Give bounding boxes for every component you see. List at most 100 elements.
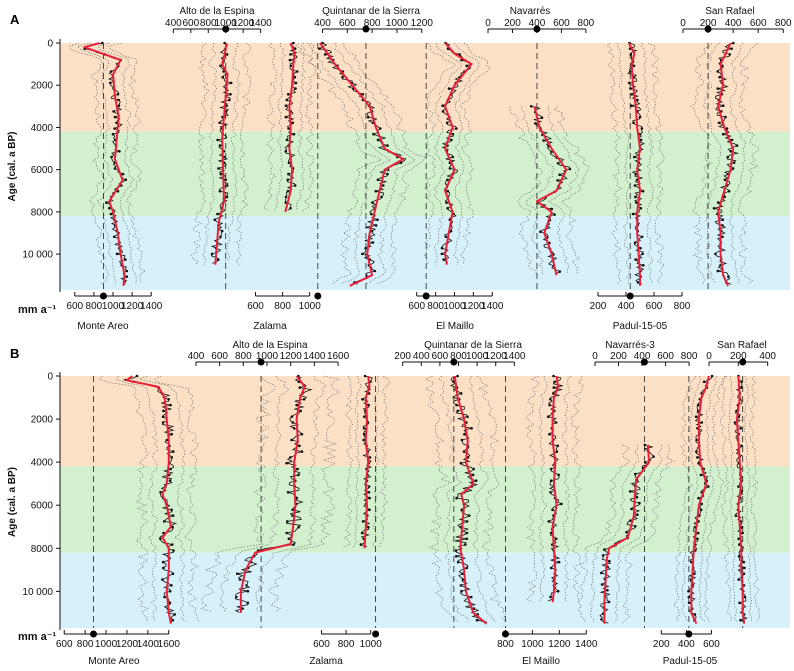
confidence-envelope — [76, 42, 116, 284]
sample-point — [699, 508, 703, 512]
sample-point — [552, 374, 555, 378]
sample-point — [608, 559, 611, 563]
sample-point — [554, 421, 558, 424]
sample-point — [556, 162, 560, 165]
sample-point — [287, 172, 290, 176]
sample-point — [167, 398, 170, 401]
confidence-envelope — [98, 42, 137, 284]
sample-point — [297, 525, 300, 529]
site-name: San Rafael — [717, 340, 766, 351]
sample-point — [108, 207, 111, 210]
sample-point — [455, 127, 458, 130]
confidence-envelope — [218, 375, 290, 612]
reference-marker — [90, 630, 97, 638]
site-name: El Maillo — [522, 656, 560, 667]
sample-point — [238, 578, 242, 581]
sample-point — [600, 618, 603, 621]
climate-band — [60, 466, 790, 553]
smoothed-line — [735, 375, 746, 624]
site-axis-tick-label: 600 — [408, 301, 425, 312]
confidence-envelope — [424, 375, 459, 622]
sample-point — [363, 415, 366, 419]
sample-point — [229, 81, 233, 85]
sample-point — [632, 64, 636, 68]
sample-point — [285, 461, 288, 465]
y-tick-label: 6000 — [31, 501, 54, 512]
sample-point — [229, 93, 232, 96]
sample-point — [630, 104, 633, 107]
sample-point — [124, 178, 128, 182]
sample-point — [367, 403, 370, 407]
sample-point — [739, 618, 742, 622]
sample-point — [607, 600, 611, 604]
site-name: Alto de la Espina — [232, 340, 307, 351]
confidence-envelope — [269, 375, 341, 613]
sample-point — [168, 601, 172, 605]
site-axis-tick-label: 1000 — [466, 351, 489, 362]
sample-point — [695, 450, 698, 453]
sample-point — [548, 403, 551, 407]
sample-point — [161, 560, 165, 564]
sample-point — [296, 467, 299, 471]
sample-point — [633, 184, 637, 187]
sample-point — [284, 150, 288, 153]
sample-point — [731, 167, 735, 170]
sample-point — [723, 195, 726, 199]
sample-point — [293, 184, 297, 187]
sample-point — [474, 479, 478, 483]
site-axis-tick-label: 1400 — [481, 301, 504, 312]
sample-point — [121, 172, 125, 176]
sample-point — [289, 456, 292, 459]
sample-point — [540, 116, 544, 119]
sample-point — [630, 93, 634, 96]
sample-point — [364, 246, 367, 250]
sample-point — [161, 421, 165, 424]
sample-point — [466, 415, 469, 419]
confidence-envelope — [353, 375, 362, 548]
site-axis-tick-label: 600 — [247, 301, 264, 312]
site-axis-tick-label: 1400 — [575, 639, 598, 650]
sample-point — [172, 450, 175, 453]
confidence-envelope — [614, 444, 663, 623]
smoothed-line — [627, 42, 641, 286]
smoothed-line — [83, 42, 126, 286]
sample-point — [549, 467, 553, 471]
sample-point — [245, 584, 248, 587]
sample-point — [285, 98, 289, 102]
sample-point — [628, 490, 632, 493]
sample-point — [318, 47, 321, 50]
sample-point — [627, 81, 631, 85]
site-name: Quintanar de la Sierra — [424, 340, 522, 351]
sample-point — [454, 555, 458, 558]
sample-point — [292, 427, 296, 430]
sample-point — [169, 403, 172, 407]
confidence-envelope — [743, 375, 753, 622]
panel-letter: A — [10, 12, 20, 27]
smoothed-line — [533, 106, 568, 276]
sample-point — [553, 213, 556, 216]
sample-point — [359, 543, 363, 546]
y-tick-label: 2000 — [31, 415, 54, 426]
sample-point — [173, 613, 176, 616]
sample-point — [284, 104, 288, 107]
sample-point — [293, 75, 297, 79]
sample-point — [459, 584, 463, 587]
sample-point — [696, 537, 699, 541]
climate-band — [60, 552, 790, 628]
sample-point — [631, 212, 635, 216]
site-axis-tick-label: 200 — [700, 18, 717, 29]
sample-point — [361, 252, 364, 256]
sample-point — [716, 269, 720, 273]
site-series: 200 400 600 800 Padul-15-05 — [590, 41, 691, 332]
sample-point — [634, 172, 638, 176]
sample-point — [460, 508, 464, 512]
site-axis-tick-label: 1000 — [443, 301, 466, 312]
confidence-envelope — [577, 444, 631, 623]
site-axis-tick-label: 1400 — [140, 301, 163, 312]
site-axis-tick-label: 1600 — [327, 351, 350, 362]
confidence-envelope — [200, 375, 276, 613]
sample-point — [368, 456, 372, 459]
site-axis-tick-label: 600 — [56, 639, 73, 650]
sample-point — [464, 543, 467, 546]
